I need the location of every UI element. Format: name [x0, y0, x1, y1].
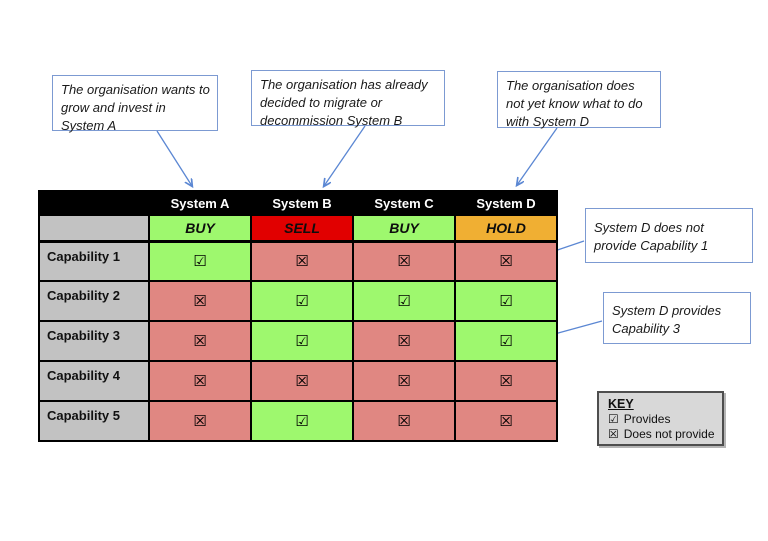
cell-c-cap2: ☑ [352, 280, 456, 322]
cell-d-cap4: ☒ [454, 360, 558, 402]
crossed-checkbox-icon: ☒ [608, 427, 619, 441]
legend-item-label: Does not provide [623, 427, 715, 441]
cell-d-cap1: ☒ [454, 240, 558, 282]
cell-a-cap3: ☒ [148, 320, 252, 362]
checkbox-icon: ☒ [397, 411, 411, 430]
table-row-capability-1: Capability 1 ☑ ☒ ☒ ☒ [38, 240, 558, 282]
action-system-b: SELL [250, 214, 354, 243]
cell-a-cap4: ☒ [148, 360, 252, 402]
checkbox-icon: ☒ [193, 291, 207, 310]
cell-b-cap1: ☒ [250, 240, 354, 282]
header-row: System A System B System C System D [38, 190, 558, 216]
corner-cell [38, 190, 150, 216]
action-system-a: BUY [148, 214, 252, 243]
checkbox-icon: ☑ [295, 331, 309, 350]
table-row-capability-2: Capability 2 ☒ ☑ ☑ ☑ [38, 280, 558, 322]
action-system-d: HOLD [454, 214, 558, 243]
cell-c-cap3: ☒ [352, 320, 456, 362]
callout-system-d: The organisation does not yet know what … [497, 71, 661, 129]
callout-system-b: The organisation has already decided to … [251, 70, 445, 128]
row-label: Capability 5 [38, 400, 150, 442]
legend-key-box: KEY ☑ Provides ☒ Does not provide [597, 391, 724, 446]
legend-title: KEY [608, 397, 634, 411]
legend-item-label: Provides [623, 412, 671, 426]
checkbox-icon: ☒ [193, 371, 207, 390]
cell-b-cap4: ☒ [250, 360, 354, 402]
checkbox-icon: ☑ [295, 291, 309, 310]
cell-c-cap5: ☒ [352, 400, 456, 442]
column-header-system-c: System C [352, 190, 456, 216]
checkbox-icon: ☑ [499, 331, 513, 350]
capability-matrix-table: System A System B System C System D BUY … [38, 190, 558, 442]
checkbox-icon: ☒ [499, 371, 513, 390]
checkbox-icon: ☑ [499, 291, 513, 310]
cell-d-cap3: ☑ [454, 320, 558, 362]
row-label: Capability 4 [38, 360, 150, 402]
cell-d-cap5: ☒ [454, 400, 558, 442]
checkbox-icon: ☒ [499, 251, 513, 270]
cell-a-cap5: ☒ [148, 400, 252, 442]
callout-system-d-capability-1: System D does not provide Capability 1 [585, 208, 753, 263]
cell-c-cap4: ☒ [352, 360, 456, 402]
checkbox-icon: ☒ [397, 251, 411, 270]
cell-a-cap1: ☑ [148, 240, 252, 282]
legend-item-does-not-provide: ☒ Does not provide [608, 427, 716, 442]
cell-b-cap2: ☑ [250, 280, 354, 322]
callout-system-d-capability-3: System D provides Capability 3 [603, 292, 751, 344]
checked-checkbox-icon: ☑ [608, 412, 619, 426]
checkbox-icon: ☒ [295, 371, 309, 390]
cell-c-cap1: ☒ [352, 240, 456, 282]
checkbox-icon: ☑ [397, 291, 411, 310]
arrow-to-system-b [324, 125, 366, 186]
checkbox-icon: ☑ [295, 411, 309, 430]
checkbox-icon: ☒ [193, 411, 207, 430]
checkbox-icon: ☒ [397, 371, 411, 390]
row-label: Capability 1 [38, 240, 150, 282]
table-row-capability-3: Capability 3 ☒ ☑ ☒ ☑ [38, 320, 558, 362]
cell-b-cap3: ☑ [250, 320, 354, 362]
checkbox-icon: ☒ [193, 331, 207, 350]
checkbox-icon: ☒ [499, 411, 513, 430]
cell-b-cap5: ☑ [250, 400, 354, 442]
callout-system-a: The organisation wants to grow and inves… [52, 75, 218, 133]
cell-a-cap2: ☒ [148, 280, 252, 322]
checkbox-icon: ☒ [397, 331, 411, 350]
legend-item-provides: ☑ Provides [608, 412, 716, 427]
arrow-to-system-a [156, 130, 192, 186]
table-row-capability-4: Capability 4 ☒ ☒ ☒ ☒ [38, 360, 558, 402]
column-header-system-b: System B [250, 190, 354, 216]
arrow-to-system-d [517, 127, 558, 185]
cell-d-cap2: ☑ [454, 280, 558, 322]
row-label: Capability 3 [38, 320, 150, 362]
checkbox-icon: ☑ [193, 251, 207, 270]
column-header-system-d: System D [454, 190, 558, 216]
column-header-system-a: System A [148, 190, 252, 216]
action-row: BUY SELL BUY HOLD [38, 214, 558, 243]
row-label: Capability 2 [38, 280, 150, 322]
action-row-blank-cell [38, 214, 150, 243]
action-system-c: BUY [352, 214, 456, 243]
table-row-capability-5: Capability 5 ☒ ☑ ☒ ☒ [38, 400, 558, 442]
checkbox-icon: ☒ [295, 251, 309, 270]
